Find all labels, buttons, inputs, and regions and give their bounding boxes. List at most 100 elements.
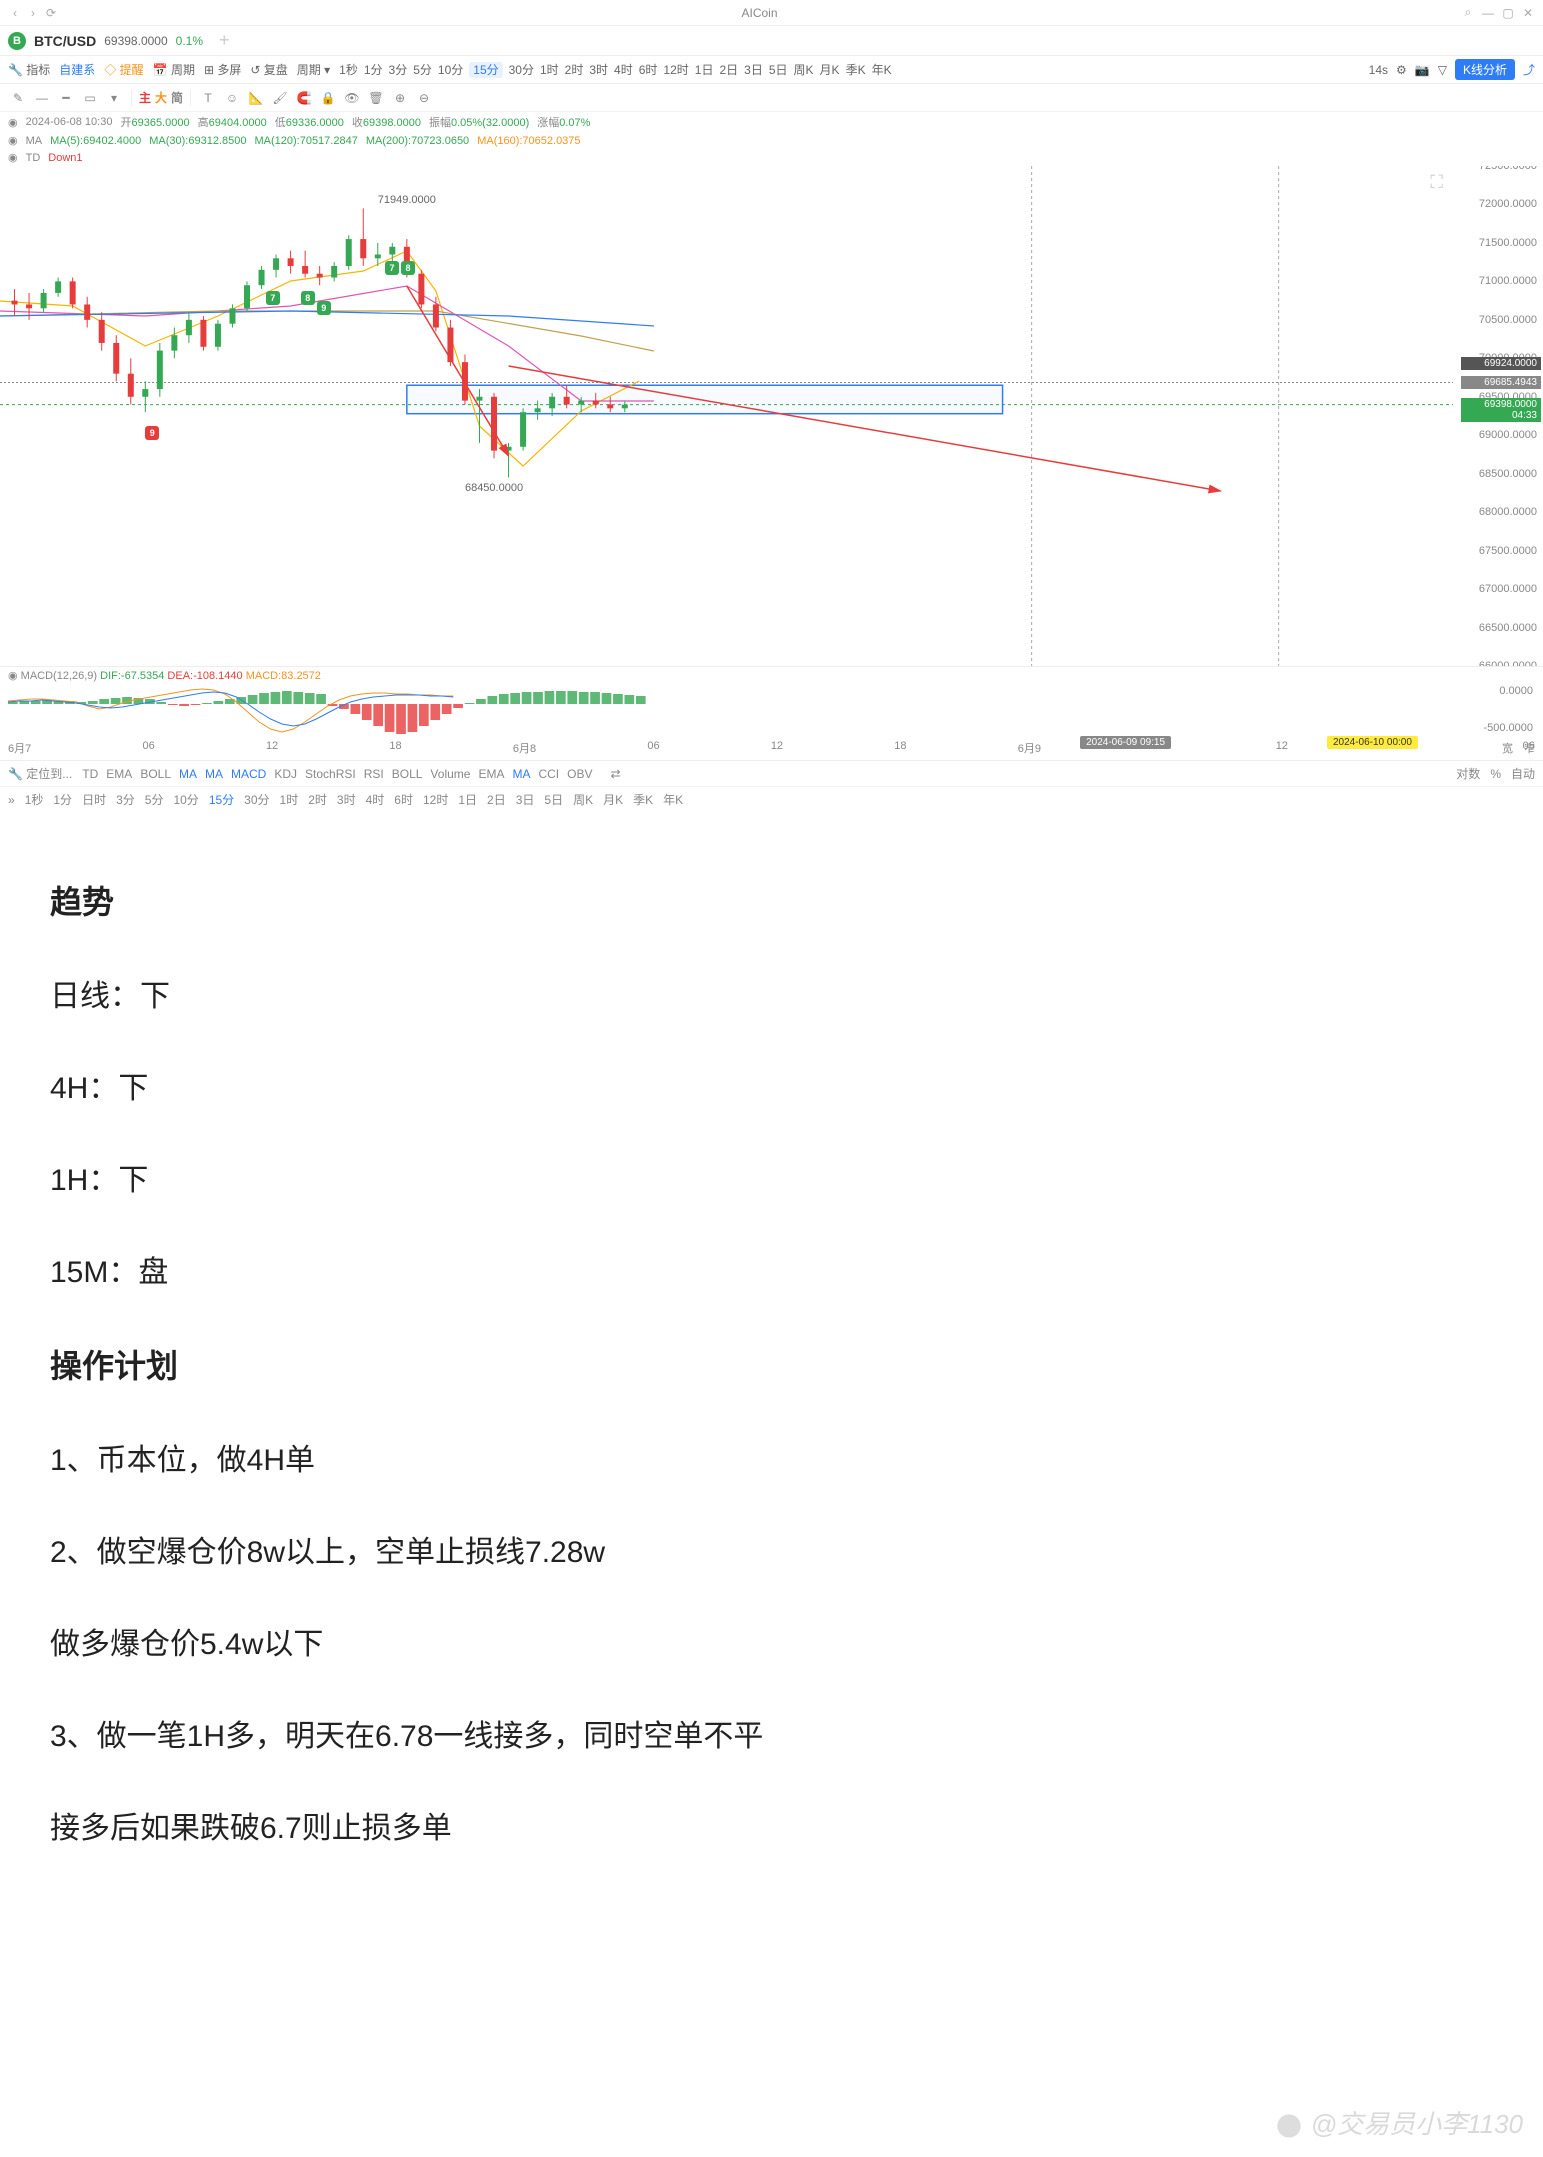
- camera-icon[interactable]: 📷: [1415, 63, 1430, 77]
- tf-top-2时[interactable]: 2时: [565, 63, 584, 77]
- tf-bottom-月K[interactable]: 月K: [603, 791, 623, 808]
- tf-top-1日[interactable]: 1日: [695, 63, 714, 77]
- tf-bottom-10分[interactable]: 10分: [173, 791, 198, 808]
- refresh-icon[interactable]: ⟳: [44, 6, 58, 20]
- zoom-simple[interactable]: 简: [171, 89, 183, 106]
- eye-icon[interactable]: 👁: [342, 88, 362, 108]
- indicator-MACD[interactable]: MACD: [231, 767, 266, 781]
- tf-top-12时[interactable]: 12时: [663, 63, 688, 77]
- tf-bottom-5分[interactable]: 5分: [145, 791, 164, 808]
- indicator-MA[interactable]: MA: [179, 767, 197, 781]
- tf-bottom-15分[interactable]: 15分: [209, 791, 234, 808]
- eye-toggle-icon[interactable]: ◉: [8, 116, 18, 129]
- kline-analysis-button[interactable]: K线分析: [1455, 59, 1515, 80]
- tf-top-3日[interactable]: 3日: [744, 63, 763, 77]
- eye-toggle-icon[interactable]: ◉: [8, 134, 18, 147]
- indicator-CCI[interactable]: CCI: [538, 767, 559, 781]
- indicator-BOLL[interactable]: BOLL: [140, 767, 171, 781]
- indicator-RSI[interactable]: RSI: [364, 767, 384, 781]
- tf-top-周K[interactable]: 周K: [794, 63, 814, 77]
- zoom-big[interactable]: 大: [155, 89, 167, 106]
- tf-bottom-1时[interactable]: 1时: [280, 791, 299, 808]
- maximize-icon[interactable]: ▢: [1501, 6, 1515, 20]
- tf-top-月K[interactable]: 月K: [820, 63, 840, 77]
- tf-bottom-3日[interactable]: 3日: [516, 791, 535, 808]
- tf-bottom-1日[interactable]: 1日: [458, 791, 477, 808]
- lock-icon[interactable]: 🔒: [318, 88, 338, 108]
- expand-icon[interactable]: »: [8, 793, 15, 807]
- add-tab-icon[interactable]: +: [219, 30, 230, 51]
- indicator-KDJ[interactable]: KDJ: [274, 767, 297, 781]
- tf-top-季K[interactable]: 季K: [846, 63, 866, 77]
- time-tick: 18: [894, 740, 906, 756]
- eye-toggle-icon[interactable]: ◉: [8, 670, 18, 682]
- tf-bottom-4时[interactable]: 4时: [366, 791, 385, 808]
- magnet-icon[interactable]: 🧲: [294, 88, 314, 108]
- text-icon[interactable]: T: [198, 88, 218, 108]
- nav-fwd-icon[interactable]: ›: [26, 6, 40, 20]
- search-icon[interactable]: ⌕: [1461, 6, 1475, 20]
- tf-bottom-日时[interactable]: 日时: [82, 791, 106, 808]
- more-icon[interactable]: ⇄: [610, 767, 620, 781]
- tf-top-10分[interactable]: 10分: [438, 63, 463, 77]
- indicator-EMA[interactable]: EMA: [106, 767, 132, 781]
- share-icon[interactable]: ⤴: [1523, 61, 1535, 78]
- brush-icon[interactable]: 🖌: [270, 88, 290, 108]
- filter-icon[interactable]: ▽: [1438, 63, 1447, 77]
- eye-toggle-icon[interactable]: ◉: [8, 151, 18, 164]
- tf-bottom-2日[interactable]: 2日: [487, 791, 506, 808]
- indicator-MA[interactable]: MA: [512, 767, 530, 781]
- tf-top-3时[interactable]: 3时: [589, 63, 608, 77]
- indicator-StochRSI[interactable]: StochRSI: [305, 767, 356, 781]
- zoomin-icon[interactable]: ⊕: [390, 88, 410, 108]
- pencil-icon[interactable]: ✎: [8, 88, 28, 108]
- tf-bottom-3分[interactable]: 3分: [116, 791, 135, 808]
- tf-bottom-3时[interactable]: 3时: [337, 791, 356, 808]
- fullscreen-icon[interactable]: ⛶: [1430, 172, 1443, 193]
- indicator-EMA[interactable]: EMA: [478, 767, 504, 781]
- tf-top-30分[interactable]: 30分: [509, 63, 534, 77]
- tf-bottom-季K[interactable]: 季K: [633, 791, 653, 808]
- tf-top-3分[interactable]: 3分: [389, 63, 408, 77]
- tf-bottom-2时[interactable]: 2时: [308, 791, 327, 808]
- tf-bottom-6时[interactable]: 6时: [394, 791, 413, 808]
- indicator-Volume[interactable]: Volume: [430, 767, 470, 781]
- tf-top-2日[interactable]: 2日: [719, 63, 738, 77]
- zoomout-icon[interactable]: ⊖: [414, 88, 434, 108]
- tf-top-1分[interactable]: 1分: [364, 63, 383, 77]
- trash-icon[interactable]: 🗑: [366, 88, 386, 108]
- tf-top-4时[interactable]: 4时: [614, 63, 633, 77]
- close-icon[interactable]: ✕: [1521, 6, 1535, 20]
- tf-top-5分[interactable]: 5分: [413, 63, 432, 77]
- tf-top-5日[interactable]: 5日: [769, 63, 788, 77]
- symbol-pair[interactable]: BTC/USD: [34, 33, 96, 49]
- indicator-TD[interactable]: TD: [82, 767, 98, 781]
- line-icon[interactable]: —: [32, 88, 52, 108]
- tf-bottom-5日[interactable]: 5日: [544, 791, 563, 808]
- indicator-BOLL[interactable]: BOLL: [392, 767, 423, 781]
- chart-canvas[interactable]: 66000.000066500.000067000.000067500.0000…: [0, 166, 1543, 666]
- ruler-icon[interactable]: 📐: [246, 88, 266, 108]
- tf-bottom-12时[interactable]: 12时: [423, 791, 448, 808]
- smile-icon[interactable]: ☺: [222, 88, 242, 108]
- dropdown-icon[interactable]: ▾: [104, 88, 124, 108]
- indicator-OBV[interactable]: OBV: [567, 767, 592, 781]
- rect-icon[interactable]: ▭: [80, 88, 100, 108]
- tf-bottom-年K[interactable]: 年K: [663, 791, 683, 808]
- tf-top-6时[interactable]: 6时: [639, 63, 658, 77]
- settings-icon[interactable]: ⚙: [1396, 63, 1407, 77]
- width-toggle[interactable]: 宽 窄: [1502, 740, 1535, 756]
- hline-icon[interactable]: ━: [56, 88, 76, 108]
- tf-bottom-30分[interactable]: 30分: [244, 791, 269, 808]
- tf-bottom-1秒[interactable]: 1秒: [25, 791, 44, 808]
- tf-bottom-1分[interactable]: 1分: [53, 791, 72, 808]
- minimize-icon[interactable]: —: [1481, 6, 1495, 20]
- nav-back-icon[interactable]: ‹: [8, 6, 22, 20]
- zoom-main[interactable]: 主: [139, 89, 151, 106]
- indicator-MA[interactable]: MA: [205, 767, 223, 781]
- tf-top-15分[interactable]: 15分: [469, 62, 502, 78]
- tf-top-1时[interactable]: 1时: [540, 63, 559, 77]
- tf-top-年K[interactable]: 年K: [872, 63, 892, 77]
- tf-bottom-周K[interactable]: 周K: [573, 791, 593, 808]
- tf-top-1秒[interactable]: 1秒: [339, 63, 358, 77]
